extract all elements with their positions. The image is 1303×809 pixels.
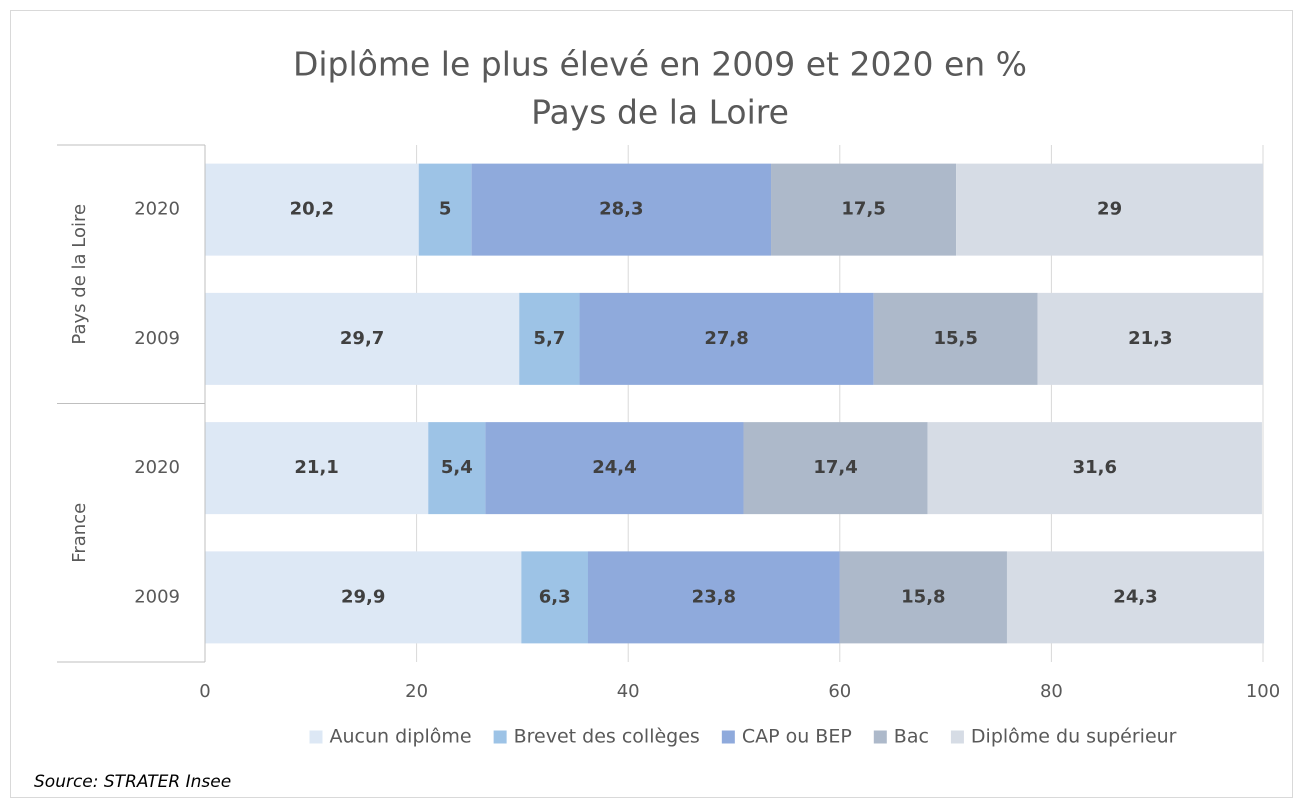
data-label: 17,5 [841, 199, 885, 220]
bar-segment [587, 551, 840, 644]
legend-swatch [950, 730, 964, 744]
data-label: 29 [1097, 199, 1122, 220]
data-label: 5 [439, 199, 452, 220]
legend-label: CAP ou BEP [742, 726, 852, 748]
data-label: 15,8 [901, 586, 945, 607]
legend-swatch [721, 730, 735, 744]
bar-segment [471, 163, 772, 256]
bar-segment [418, 163, 472, 256]
bar-segment [205, 551, 522, 644]
data-label: 27,8 [704, 328, 748, 349]
group-label: Pays de la Loire [69, 204, 90, 345]
x-tick-label: 100 [1246, 681, 1280, 702]
data-label: 29,7 [340, 328, 384, 349]
bar-segment [205, 163, 419, 256]
legend-label: Aucun diplôme [330, 726, 472, 748]
data-label: 6,3 [539, 586, 571, 607]
group-label: France [69, 503, 90, 563]
bar-segment [485, 422, 744, 515]
bar-segment [579, 292, 874, 385]
data-label: 28,3 [599, 199, 643, 220]
source: Source: STRATER Insee [34, 772, 231, 792]
legend-label: Diplôme du supérieur [971, 726, 1177, 748]
legend-swatch [309, 730, 323, 744]
bar-segment [205, 422, 429, 515]
chart-subtitle: Pays de la Loire [531, 93, 789, 132]
legend-item: Bac [873, 726, 929, 748]
bar-segment [205, 292, 520, 385]
x-tick-label: 40 [617, 681, 640, 702]
data-label: 5,4 [441, 457, 473, 478]
bar-segment [1037, 292, 1263, 385]
y-tick-label: 2020 [134, 457, 180, 478]
data-label: 21,1 [294, 457, 338, 478]
legend-item: Brevet des collèges [493, 726, 700, 748]
legend-item: Diplôme du supérieur [950, 726, 1177, 748]
y-tick-label: 2009 [134, 586, 180, 607]
data-label: 5,7 [533, 328, 565, 349]
bar-segment [771, 163, 957, 256]
y-tick-label: 2020 [134, 199, 180, 220]
legend-item: Aucun diplôme [309, 726, 472, 748]
chart-border [10, 10, 1293, 798]
bar-segment [839, 551, 1007, 644]
legend-label: Brevet des collèges [514, 726, 700, 748]
chart-title: Diplôme le plus élevé en 2009 et 2020 en… [293, 45, 1027, 84]
legend-item: CAP ou BEP [721, 726, 852, 748]
data-label: 29,9 [341, 586, 385, 607]
bar-segment [428, 422, 486, 515]
data-label: 24,3 [1113, 586, 1157, 607]
legend-swatch [873, 730, 887, 744]
data-label: 23,8 [692, 586, 736, 607]
data-label: 15,5 [933, 328, 977, 349]
bar-segment [521, 551, 588, 644]
bar-segment [1006, 551, 1265, 644]
x-tick-label: 0 [199, 681, 210, 702]
data-label: 24,4 [592, 457, 636, 478]
bar-segment [743, 422, 928, 515]
bar-segment [519, 292, 580, 385]
data-label: 31,6 [1073, 457, 1117, 478]
legend-label: Bac [894, 726, 929, 748]
bar-segment [873, 292, 1038, 385]
bar-segment [956, 163, 1263, 256]
x-tick-label: 60 [828, 681, 851, 702]
data-label: 17,4 [813, 457, 857, 478]
data-label: 20,2 [290, 199, 334, 220]
legend-swatch [493, 730, 507, 744]
data-label: 21,3 [1128, 328, 1172, 349]
x-tick-label: 80 [1040, 681, 1063, 702]
x-tick-label: 20 [405, 681, 428, 702]
bar-segment [927, 422, 1262, 515]
y-tick-label: 2009 [134, 328, 180, 349]
